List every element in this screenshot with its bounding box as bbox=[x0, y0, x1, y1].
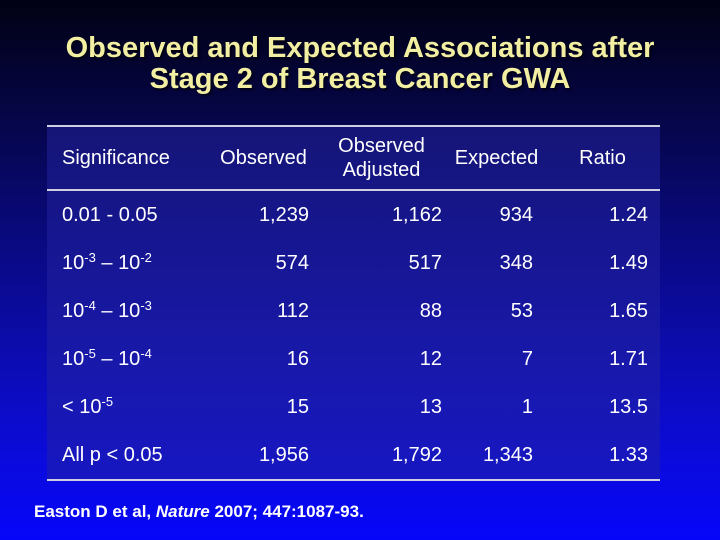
table-row: < 10-5 15 13 1 13.5 bbox=[47, 383, 660, 431]
header-observed: Observed bbox=[212, 125, 315, 191]
expected-cell: 7 bbox=[521, 347, 533, 370]
table-row: 10-3 – 10-2 574 517 348 1.49 bbox=[47, 239, 660, 287]
table-row: All p < 0.05 1,956 1,792 1,343 1.33 bbox=[47, 431, 660, 481]
ratio-cell: 13.5 bbox=[609, 395, 648, 418]
text-segment: 10 bbox=[62, 299, 85, 322]
text-segment: < 10 bbox=[62, 395, 102, 418]
text-segment: 10 bbox=[118, 299, 141, 322]
expected-cell: 348 bbox=[499, 251, 533, 274]
table-row: 10-5 – 10-4 16 12 7 1.71 bbox=[47, 335, 660, 383]
significance-cell: 10-5 – 10-4 bbox=[47, 335, 212, 383]
slide-title: Observed and Expected Associations after… bbox=[0, 0, 720, 95]
superscript-text: -5 bbox=[101, 393, 114, 409]
significance-cell: 10-4 – 10-3 bbox=[47, 287, 212, 335]
header-significance: Significance bbox=[47, 125, 212, 191]
ratio-cell: 1.33 bbox=[545, 431, 660, 481]
observed-cell: 112 bbox=[277, 299, 309, 322]
table-row: 10-4 – 10-3 112 88 53 1.65 bbox=[47, 287, 660, 335]
table-body: 0.01 - 0.05 1,239 1,162 934 1.24 10-3 – 10-2 5… bbox=[47, 190, 660, 481]
superscript-text: -3 bbox=[84, 249, 96, 265]
observed-cell: 15 bbox=[286, 395, 309, 418]
text-segment: – bbox=[95, 251, 119, 274]
text-segment: 10 bbox=[118, 251, 141, 274]
text-segment: 10 bbox=[118, 347, 141, 370]
observed-cell: 1,956 bbox=[212, 431, 315, 481]
expected-cell: 1,343 bbox=[448, 431, 545, 481]
observed-adjusted-cell: 1,792 bbox=[315, 431, 448, 481]
table-header: Significance Observed Observed Adjusted … bbox=[47, 125, 660, 191]
text-segment: 10 bbox=[62, 251, 85, 274]
significance-cell: All p < 0.05 bbox=[47, 431, 212, 481]
observed-adjusted-cell: 12 bbox=[419, 347, 442, 370]
header-ratio: Ratio bbox=[545, 125, 660, 191]
associations-table: Significance Observed Observed Adjusted … bbox=[47, 125, 660, 481]
text-segment: 10 bbox=[62, 347, 85, 370]
text-segment: – bbox=[95, 299, 119, 322]
expected-cell: 934 bbox=[499, 203, 533, 226]
observed-adjusted-cell: 88 bbox=[419, 299, 442, 322]
observed-adjusted-cell: 517 bbox=[408, 251, 442, 274]
ratio-cell: 1.49 bbox=[609, 251, 648, 274]
superscript-text: -2 bbox=[140, 249, 152, 265]
superscript-text: -3 bbox=[140, 297, 152, 313]
observed-cell: 16 bbox=[286, 347, 309, 370]
header-observed-adjusted: Observed Adjusted bbox=[315, 125, 448, 191]
expected-cell: 1 bbox=[521, 395, 533, 418]
ratio-cell: 1.71 bbox=[609, 347, 648, 370]
slide-title-line-2: Stage 2 of Breast Cancer GWA bbox=[149, 63, 571, 95]
superscript-text: -5 bbox=[84, 345, 96, 361]
text-segment: 2007; 447:1087-93. bbox=[209, 502, 364, 521]
expected-cell: 53 bbox=[510, 299, 533, 322]
observed-adjusted-cell: 1,162 bbox=[391, 203, 442, 226]
slide-title-line-1: Observed and Expected Associations after bbox=[65, 32, 655, 64]
observed-cell: 1,239 bbox=[258, 203, 309, 226]
ratio-cell: 1.65 bbox=[609, 299, 648, 322]
significance-cell: 0.01 - 0.05 bbox=[47, 190, 212, 239]
significance-cell: 10-3 – 10-2 bbox=[47, 239, 212, 287]
text-segment: All p < 0.05 bbox=[62, 443, 163, 466]
observed-cell: 574 bbox=[275, 251, 309, 274]
observed-adjusted-cell: 13 bbox=[419, 395, 442, 418]
text-segment: Easton D et al, bbox=[34, 502, 156, 521]
results-table: Significance Observed Observed Adjusted … bbox=[47, 125, 660, 481]
citation: Easton D et al, Nature 2007; 447:1087-93… bbox=[34, 502, 364, 522]
text-segment: 0.01 - 0.05 bbox=[62, 203, 158, 226]
table-row: 0.01 - 0.05 1,239 1,162 934 1.24 bbox=[47, 190, 660, 239]
significance-cell: < 10-5 bbox=[47, 383, 212, 431]
superscript-text: -4 bbox=[140, 345, 152, 361]
ratio-cell: 1.24 bbox=[609, 203, 648, 226]
table-header-row: Significance Observed Observed Adjusted … bbox=[47, 125, 660, 191]
superscript-text: -4 bbox=[84, 297, 96, 313]
text-segment: Nature bbox=[155, 502, 210, 521]
header-expected: Expected bbox=[448, 125, 545, 191]
text-segment: – bbox=[95, 347, 119, 370]
